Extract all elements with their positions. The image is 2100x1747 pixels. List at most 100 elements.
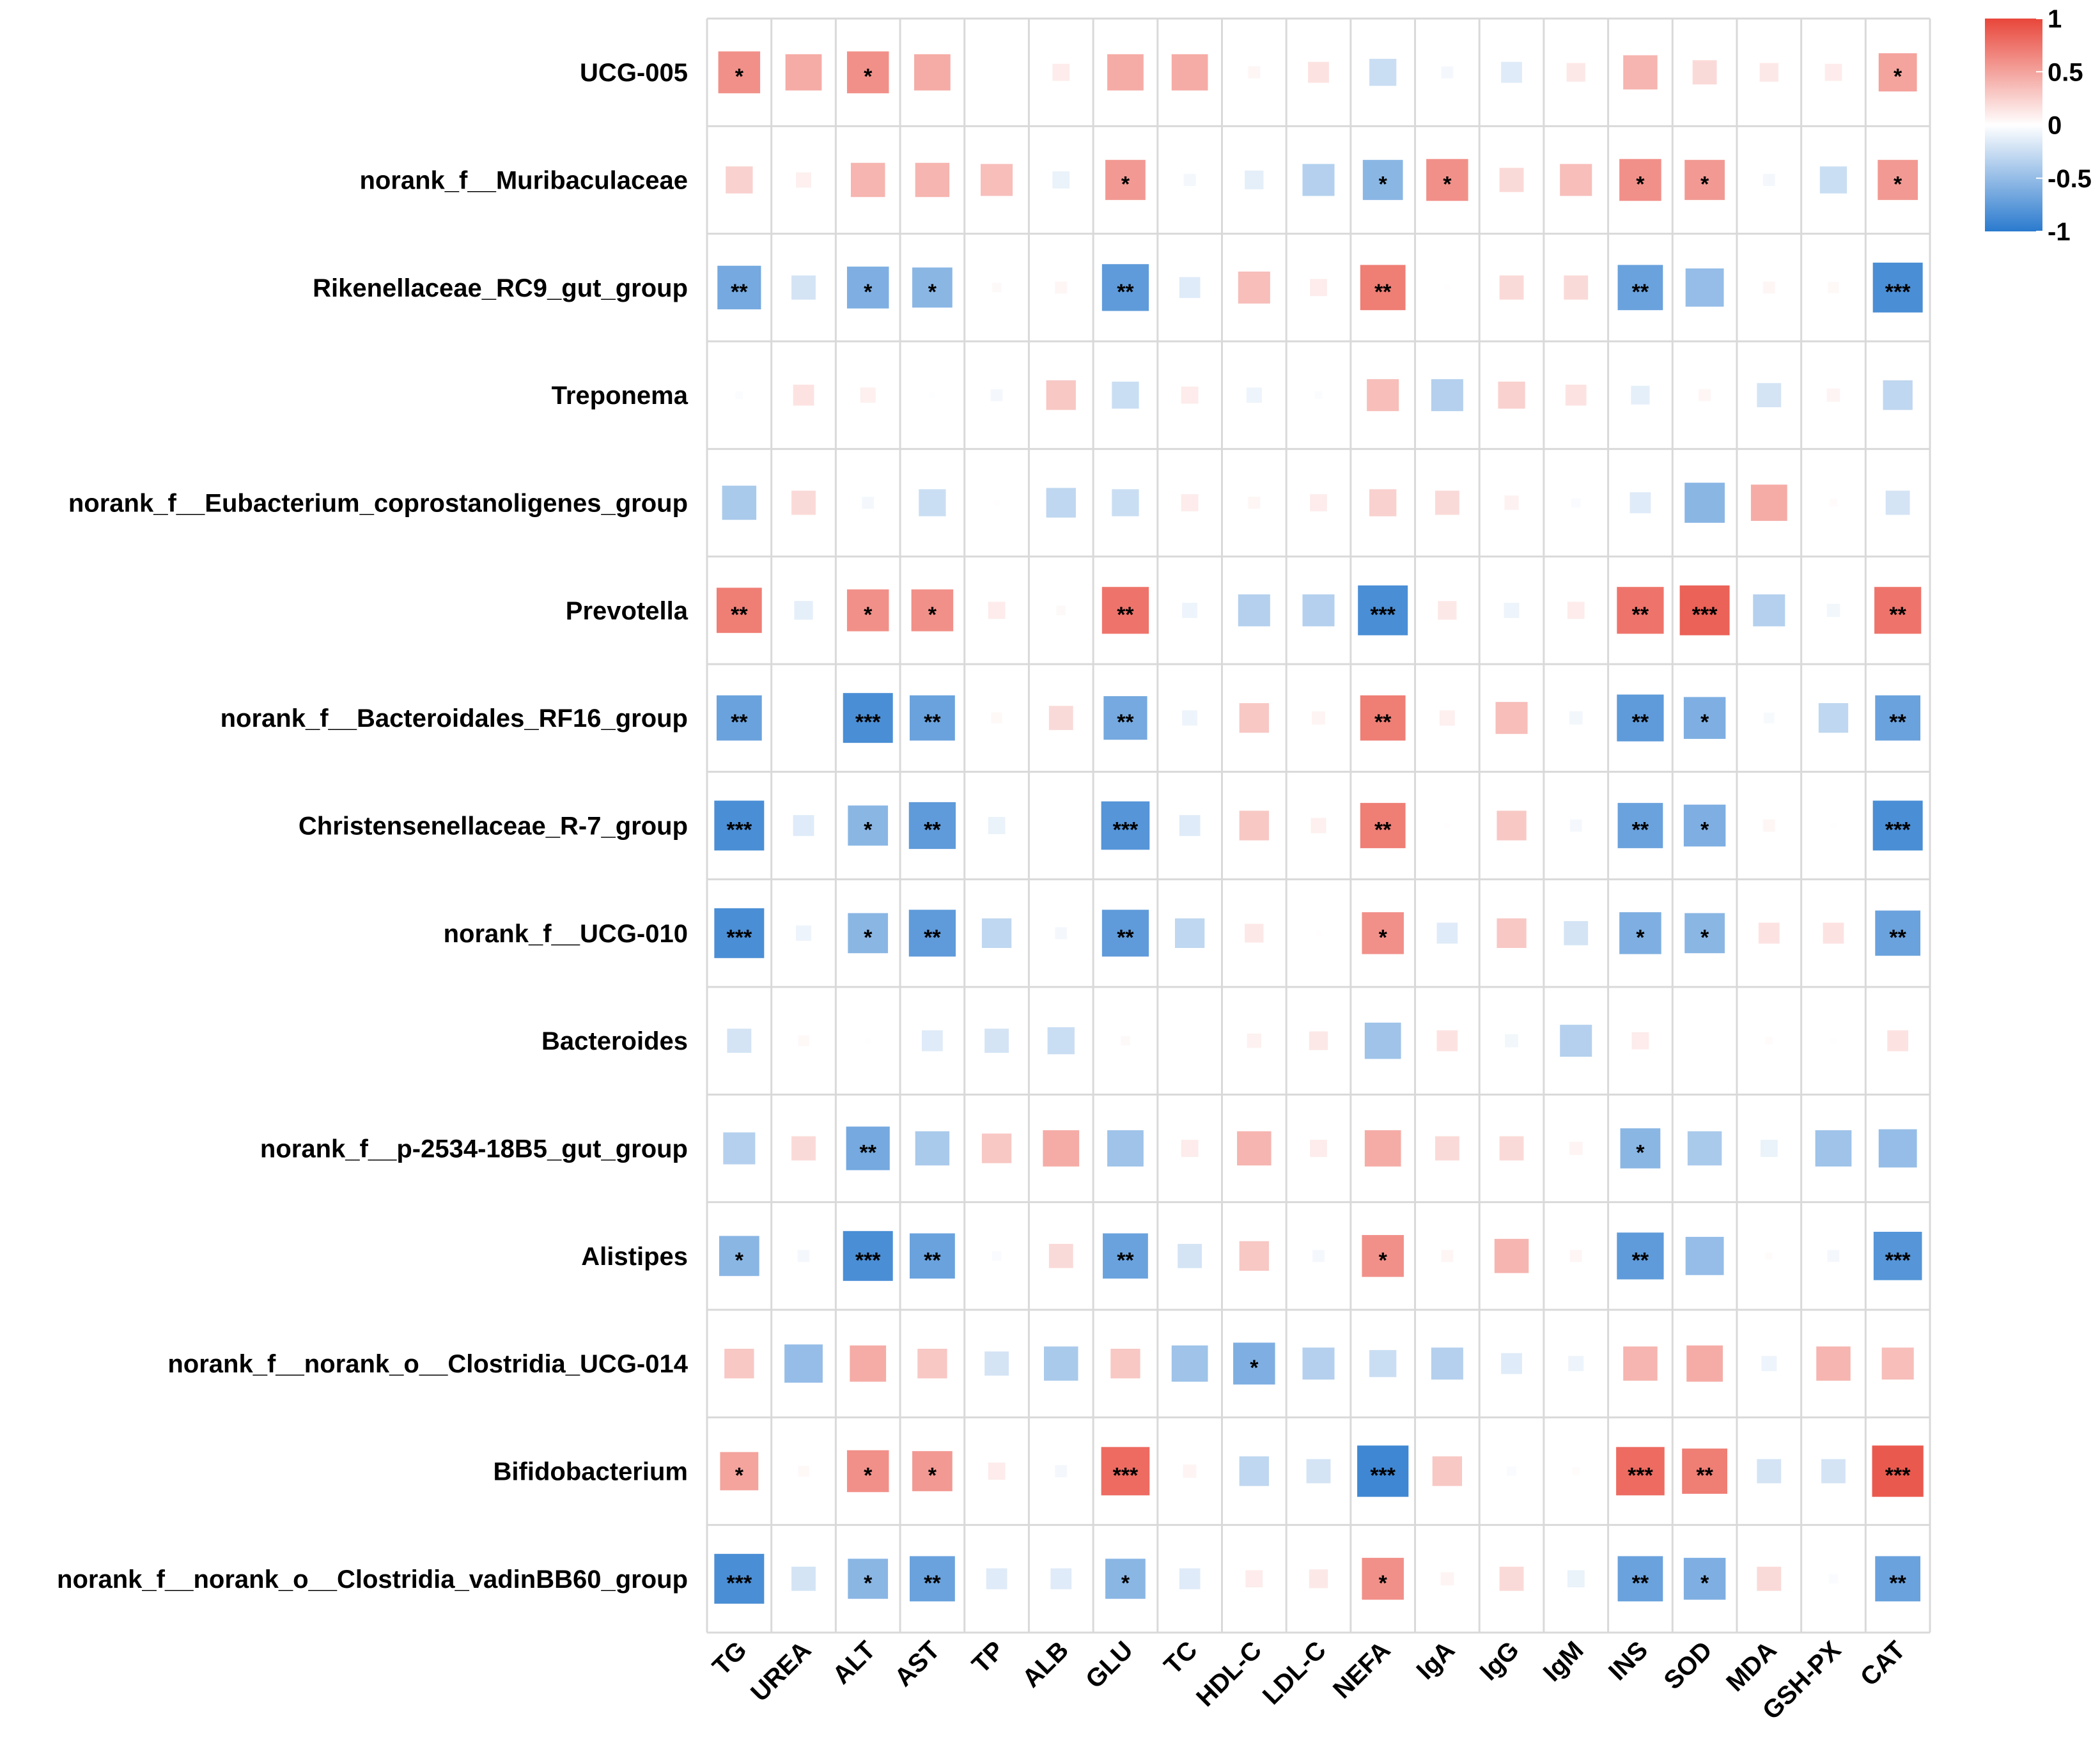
significance-label: ***	[1885, 818, 1911, 842]
cell-square	[1441, 66, 1454, 79]
colorbar-tick-label: 0	[2048, 112, 2062, 140]
cell-square	[791, 1136, 816, 1161]
cell-square	[1431, 379, 1463, 412]
cell-square	[1310, 279, 1327, 297]
cell-square	[718, 51, 761, 93]
cell-square	[720, 1452, 759, 1491]
significance-label: *	[928, 280, 937, 304]
significance-label: *	[1700, 710, 1709, 734]
significance-label: *	[864, 1571, 873, 1596]
colorbar-tick-label: -1	[2048, 218, 2071, 246]
cell-square	[1245, 924, 1264, 943]
cell-square	[1444, 284, 1451, 291]
cell-square	[1183, 174, 1196, 186]
cell-square	[1828, 1574, 1839, 1584]
cell-square	[1684, 160, 1725, 200]
cell-square	[1875, 695, 1921, 741]
y-tick-label: UCG-005	[580, 59, 688, 87]
y-tick-label: Treponema	[552, 382, 688, 410]
cell-square	[794, 601, 813, 620]
cell-square	[791, 1566, 816, 1591]
cell-square	[1686, 1345, 1723, 1382]
cell-square	[1308, 61, 1329, 83]
cell-square	[1309, 1569, 1328, 1588]
cell-square	[1105, 1558, 1146, 1599]
cell-square	[992, 1251, 1002, 1261]
cell-square	[846, 51, 889, 93]
significance-label: **	[1117, 1248, 1134, 1273]
cell-square	[1101, 264, 1149, 311]
cell-square	[1685, 268, 1724, 307]
cell-square	[1245, 170, 1264, 190]
cell-square	[1055, 1465, 1068, 1477]
cell-square	[714, 800, 765, 851]
cell-square	[722, 485, 757, 520]
significance-label: **	[924, 818, 941, 842]
colorbar-tick-label: 1	[2048, 5, 2062, 33]
cell-square	[1762, 819, 1775, 832]
cell-square	[848, 913, 889, 954]
cell-square	[850, 1345, 887, 1382]
cell-square	[1828, 282, 1839, 293]
cell-square	[1362, 1235, 1404, 1277]
cell-square	[843, 693, 893, 743]
cell-square	[1360, 803, 1406, 848]
cell-square	[1759, 63, 1778, 82]
cell-square	[1110, 1349, 1140, 1379]
x-tick-label: AST	[889, 1636, 945, 1692]
cell-square	[1309, 1031, 1328, 1050]
significance-label: *	[1121, 173, 1130, 197]
cell-square	[723, 1132, 756, 1165]
cell-square	[1881, 1347, 1914, 1380]
cell-square	[912, 1451, 953, 1491]
cell-square	[1883, 380, 1913, 410]
cell-square	[1495, 702, 1528, 734]
x-tick-label: ALB	[1017, 1636, 1074, 1693]
cell-square	[1247, 1033, 1262, 1048]
cell-square	[912, 267, 953, 308]
significance-label: *	[1700, 926, 1709, 950]
significance-label: ***	[1628, 1464, 1653, 1488]
cell-square	[1567, 1570, 1585, 1588]
cell-square	[1364, 1022, 1401, 1059]
significance-label: *	[864, 603, 873, 627]
cell-square	[1179, 277, 1201, 299]
cell-square	[850, 162, 885, 198]
cell-square	[910, 1556, 955, 1602]
cell-square	[917, 1349, 947, 1379]
cell-square	[1050, 1568, 1072, 1590]
cell-square	[981, 164, 1013, 196]
significance-label: **	[731, 280, 748, 304]
x-tick-label: MDA	[1721, 1636, 1782, 1697]
cell-square	[1048, 1243, 1073, 1268]
cell-square	[1631, 1032, 1649, 1050]
cell-square	[1497, 918, 1527, 948]
cell-square	[1182, 602, 1198, 618]
cell-square	[1872, 1445, 1924, 1497]
cell-square	[848, 1558, 889, 1599]
cell-square	[1885, 490, 1910, 515]
cell-square	[981, 1133, 1012, 1163]
cell-square	[1684, 483, 1725, 523]
significance-label: *	[1121, 1571, 1130, 1596]
cell-square	[1181, 1140, 1199, 1157]
cell-square	[1685, 1236, 1724, 1275]
cell-square	[843, 1231, 893, 1281]
cell-square	[1360, 265, 1406, 311]
significance-label: ***	[855, 710, 881, 734]
cell-square	[1497, 811, 1527, 841]
significance-label: **	[731, 603, 748, 627]
cell-square	[1758, 922, 1780, 944]
significance-label: *	[1379, 926, 1388, 950]
cell-square	[986, 1568, 1007, 1590]
cell-square	[1238, 271, 1270, 304]
cell-square	[797, 1250, 810, 1262]
significance-label: **	[1632, 710, 1649, 734]
significance-label: ***	[1692, 603, 1718, 627]
cell-square	[1687, 1131, 1722, 1166]
significance-label: **	[1889, 603, 1906, 627]
y-tick-label: norank_f__norank_o__Clostridia_vadinBB60…	[57, 1565, 688, 1594]
cell-square	[992, 283, 1002, 293]
cell-square	[1623, 55, 1658, 89]
